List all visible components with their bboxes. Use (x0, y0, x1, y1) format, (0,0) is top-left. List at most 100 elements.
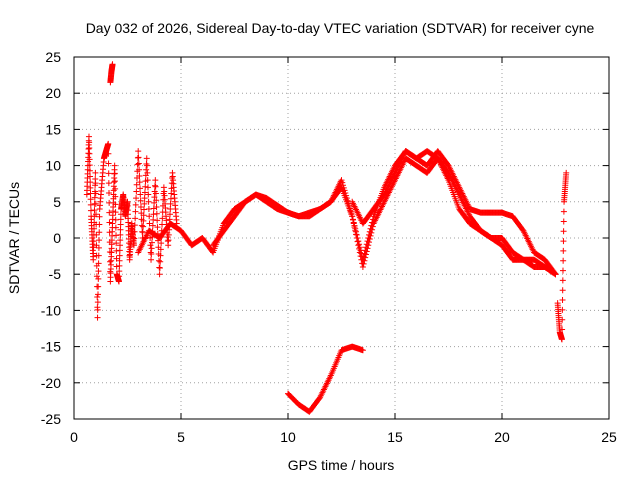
data-point (85, 133, 92, 140)
data-point (353, 235, 360, 241)
data-point (96, 237, 103, 244)
data-point (96, 229, 103, 236)
data-point (111, 162, 118, 169)
data-point (106, 190, 113, 197)
data-point (141, 189, 148, 196)
data-point (130, 242, 137, 249)
y-tick-label: -5 (49, 266, 62, 282)
data-point (560, 218, 567, 225)
data-point (343, 192, 350, 199)
data-point (134, 161, 141, 168)
data-point (363, 248, 370, 255)
data-point (113, 263, 120, 270)
data-point (137, 185, 144, 192)
data-point (140, 217, 147, 224)
data-point (116, 252, 123, 259)
y-tick-label: 5 (53, 194, 61, 210)
data-point (117, 242, 124, 249)
data-point (95, 283, 102, 290)
data-point (91, 207, 98, 214)
data-point (87, 179, 94, 186)
data-point (96, 213, 103, 220)
data-point (135, 154, 142, 161)
data-point (165, 231, 172, 238)
data-point (153, 203, 160, 210)
data-point (361, 257, 368, 264)
data-point (149, 222, 156, 229)
data-point (92, 200, 99, 207)
data-point (356, 245, 363, 252)
data-point (133, 188, 140, 195)
data-point (112, 224, 119, 231)
data-point (112, 185, 119, 192)
data-point (346, 202, 353, 209)
data-point (159, 215, 166, 222)
data-point (166, 226, 173, 233)
data-point (132, 208, 139, 215)
y-tick-label: 25 (45, 49, 61, 65)
data-point (112, 216, 119, 223)
data-point (116, 257, 123, 264)
data-point (113, 240, 120, 247)
data-point (156, 264, 163, 271)
data-point (153, 210, 160, 217)
data-point (87, 184, 94, 191)
data-point (133, 195, 140, 202)
y-tick-labels: -25 -20 -15 -10 -5 0 5 10 15 20 25 (41, 49, 61, 427)
y-tick-label: 15 (45, 121, 61, 137)
data-point (105, 140, 112, 147)
data-point (94, 299, 101, 306)
data-point (145, 206, 152, 213)
data-point (86, 139, 93, 146)
data-point (95, 252, 102, 259)
data-point (136, 179, 143, 186)
data-point (117, 231, 124, 238)
data-point (87, 173, 94, 180)
data-point (365, 242, 372, 249)
data-point (558, 336, 565, 343)
data-point (87, 196, 94, 203)
data-point (141, 195, 148, 202)
data-point (368, 229, 375, 236)
data-point (340, 182, 347, 189)
data-point (116, 247, 123, 254)
data-point (166, 216, 173, 223)
data-point (91, 194, 98, 201)
data-point (92, 190, 99, 197)
data-point (116, 262, 123, 269)
data-point (143, 155, 150, 162)
data-point (106, 209, 113, 216)
data-point (167, 195, 174, 202)
data-point (148, 251, 155, 258)
data-point (560, 228, 567, 235)
data-point (358, 256, 365, 263)
data-point (156, 271, 163, 278)
data-point (155, 257, 162, 264)
data-point (107, 258, 114, 265)
x-tick-labels: 0 5 10 15 20 25 (70, 429, 617, 445)
data-point (90, 256, 97, 263)
data-point (137, 191, 144, 198)
data-point (362, 251, 369, 258)
data-point (350, 220, 357, 227)
data-point (149, 233, 156, 240)
y-tick-label: 0 (53, 230, 61, 246)
data-point (105, 160, 112, 167)
data-point (116, 273, 123, 280)
data-point (145, 191, 152, 198)
data-point (167, 206, 174, 213)
x-tick-label: 25 (601, 429, 617, 445)
data-point (90, 238, 97, 245)
data-point (133, 181, 140, 188)
data-point (90, 250, 97, 257)
data-point (139, 235, 146, 241)
y-tick-label: 10 (45, 158, 61, 174)
data-point (132, 215, 139, 222)
data-point (87, 207, 94, 214)
y-tick-label: 20 (45, 85, 61, 101)
data-point (152, 183, 159, 190)
data-point (151, 194, 158, 201)
data-point (144, 177, 151, 184)
data-point (360, 260, 367, 267)
